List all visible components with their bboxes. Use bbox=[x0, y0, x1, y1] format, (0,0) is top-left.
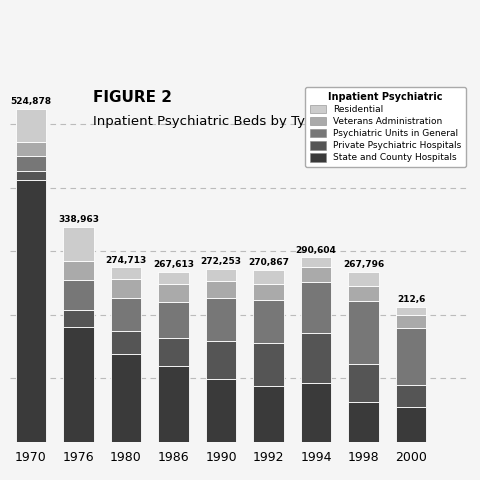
Bar bbox=[205, 341, 237, 380]
Bar bbox=[348, 272, 379, 286]
Bar bbox=[253, 284, 284, 300]
Bar bbox=[300, 257, 332, 267]
Bar bbox=[300, 383, 332, 442]
Bar bbox=[205, 380, 237, 442]
Text: 290,604: 290,604 bbox=[296, 246, 336, 255]
Bar bbox=[63, 310, 94, 327]
Bar bbox=[63, 280, 94, 310]
Text: 270,867: 270,867 bbox=[248, 258, 289, 267]
Bar bbox=[396, 328, 426, 384]
Bar bbox=[348, 363, 379, 402]
Bar bbox=[205, 281, 237, 298]
Text: FIGURE 2: FIGURE 2 bbox=[93, 90, 171, 105]
Bar bbox=[15, 156, 47, 170]
Bar bbox=[110, 267, 142, 278]
Bar bbox=[158, 302, 189, 338]
Bar bbox=[396, 407, 426, 442]
Bar bbox=[15, 108, 47, 143]
Bar bbox=[158, 272, 189, 284]
Bar bbox=[253, 270, 284, 284]
Bar bbox=[63, 262, 94, 280]
Bar bbox=[110, 298, 142, 331]
Bar bbox=[110, 354, 142, 442]
Bar bbox=[63, 327, 94, 442]
Bar bbox=[158, 284, 189, 302]
Bar bbox=[253, 343, 284, 386]
Text: 274,713: 274,713 bbox=[106, 256, 146, 265]
Bar bbox=[15, 170, 47, 180]
Bar bbox=[158, 366, 189, 442]
Bar bbox=[396, 384, 426, 407]
Bar bbox=[15, 143, 47, 156]
Bar bbox=[205, 269, 237, 281]
Bar bbox=[348, 301, 379, 363]
Bar bbox=[110, 278, 142, 298]
Text: 267,613: 267,613 bbox=[153, 260, 194, 269]
Bar bbox=[348, 402, 379, 442]
Text: 212,6: 212,6 bbox=[397, 295, 425, 304]
Bar bbox=[300, 333, 332, 383]
Text: 338,963: 338,963 bbox=[58, 215, 99, 224]
Bar bbox=[15, 180, 47, 442]
Bar bbox=[300, 282, 332, 333]
Text: Inpatient Psychiatric Beds by Type: Inpatient Psychiatric Beds by Type bbox=[93, 115, 321, 128]
Bar bbox=[110, 331, 142, 354]
Bar bbox=[396, 307, 426, 315]
Text: 267,796: 267,796 bbox=[343, 260, 384, 269]
Text: 524,878: 524,878 bbox=[11, 97, 51, 106]
Bar bbox=[253, 386, 284, 442]
Bar bbox=[158, 338, 189, 366]
Legend: Residential, Veterans Administration, Psychiatric Units in General, Private Psyc: Residential, Veterans Administration, Ps… bbox=[305, 87, 466, 167]
Text: 272,253: 272,253 bbox=[201, 257, 241, 266]
Bar bbox=[63, 227, 94, 262]
Bar bbox=[348, 286, 379, 301]
Bar bbox=[300, 267, 332, 282]
Bar bbox=[253, 300, 284, 343]
Bar bbox=[396, 315, 426, 328]
Bar bbox=[205, 298, 237, 341]
